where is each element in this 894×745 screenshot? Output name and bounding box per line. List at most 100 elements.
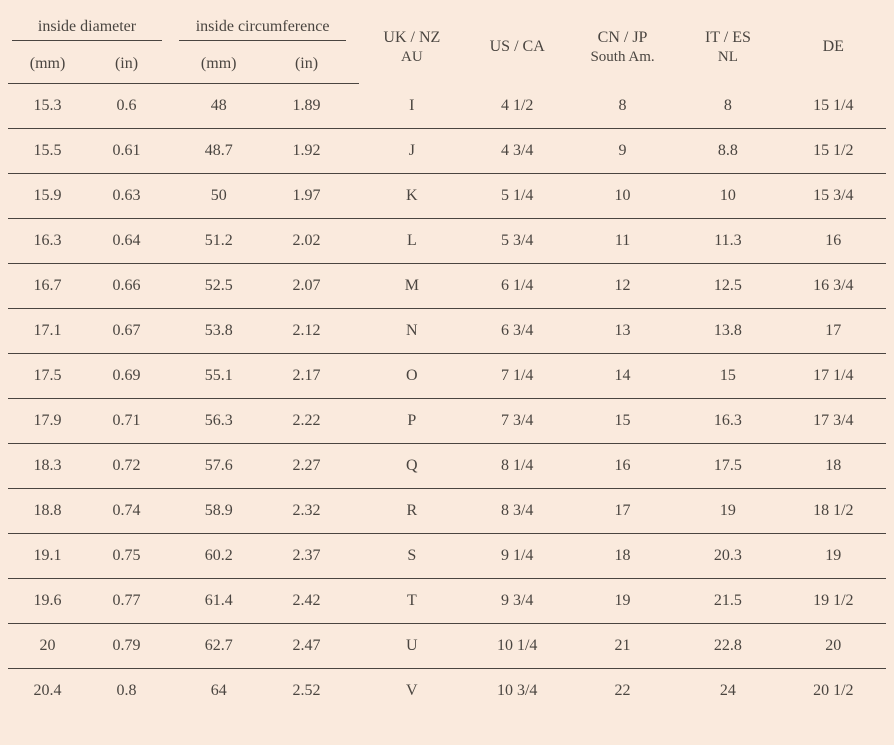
cell-cir-in: 1.89 (263, 84, 351, 129)
cell-cn: 13 (570, 309, 675, 354)
table-row: 17.50.6955.12.17O7 1/4141517 1/4 (8, 354, 886, 399)
cell-de: 15 1/4 (781, 84, 886, 129)
cell-cir-mm: 55.1 (175, 354, 263, 399)
cell-dia-mm: 17.9 (8, 399, 87, 444)
cell-uk: P (359, 399, 464, 444)
cell-it: 20.3 (675, 534, 780, 579)
cell-it: 19 (675, 489, 780, 534)
cell-cir-mm: 53.8 (175, 309, 263, 354)
cell-dia-mm: 20 (8, 624, 87, 669)
table-row: 19.60.7761.42.42T9 3/41921.519 1/2 (8, 579, 886, 624)
cell-uk: N (359, 309, 464, 354)
cell-de: 19 (781, 534, 886, 579)
cell-de: 17 3/4 (781, 399, 886, 444)
cell-cir-mm: 48.7 (175, 129, 263, 174)
cell-it: 15 (675, 354, 780, 399)
header-it: IT / ES NL (675, 12, 780, 84)
cell-cir-mm: 52.5 (175, 264, 263, 309)
header-de: DE (781, 12, 886, 84)
cell-dia-mm: 20.4 (8, 669, 87, 714)
cell-dia-mm: 15.3 (8, 84, 87, 129)
cell-cir-in: 2.02 (263, 219, 351, 264)
cell-uk: U (359, 624, 464, 669)
cell-uk: R (359, 489, 464, 534)
cell-uk: L (359, 219, 464, 264)
cell-dia-mm: 19.6 (8, 579, 87, 624)
cell-de: 20 1/2 (781, 669, 886, 714)
header-unit-cir-mm: (mm) (175, 47, 263, 84)
cell-cn: 8 (570, 84, 675, 129)
cell-us: 6 1/4 (465, 264, 570, 309)
cell-cir-mm: 62.7 (175, 624, 263, 669)
cell-us: 6 3/4 (465, 309, 570, 354)
cell-cir-in: 2.22 (263, 399, 351, 444)
cell-us: 9 1/4 (465, 534, 570, 579)
cell-uk: V (359, 669, 464, 714)
cell-it: 11.3 (675, 219, 780, 264)
cell-dia-in: 0.74 (87, 489, 166, 534)
cell-cn: 9 (570, 129, 675, 174)
cell-us: 10 1/4 (465, 624, 570, 669)
table-row: 15.50.6148.71.92J4 3/498.815 1/2 (8, 129, 886, 174)
cell-cir-in: 2.32 (263, 489, 351, 534)
cell-cir-mm: 60.2 (175, 534, 263, 579)
cell-it: 8 (675, 84, 780, 129)
cell-us: 5 1/4 (465, 174, 570, 219)
cell-cn: 14 (570, 354, 675, 399)
cell-cir-mm: 57.6 (175, 444, 263, 489)
table-row: 17.90.7156.32.22P7 3/41516.317 3/4 (8, 399, 886, 444)
cell-dia-mm: 19.1 (8, 534, 87, 579)
header-circumference-group: inside circumference (175, 12, 351, 47)
header-unit-dia-in: (in) (87, 47, 166, 84)
cell-dia-in: 0.61 (87, 129, 166, 174)
cell-de: 15 1/2 (781, 129, 886, 174)
cell-de: 17 (781, 309, 886, 354)
cell-dia-mm: 18.8 (8, 489, 87, 534)
cell-cir-mm: 50 (175, 174, 263, 219)
table-row: 19.10.7560.22.37S9 1/41820.319 (8, 534, 886, 579)
cell-uk: Q (359, 444, 464, 489)
header-unit-dia-mm: (mm) (8, 47, 87, 84)
table-row: 17.10.6753.82.12N6 3/41313.817 (8, 309, 886, 354)
cell-cir-in: 2.17 (263, 354, 351, 399)
cell-cir-in: 2.52 (263, 669, 351, 714)
cell-cir-in: 2.42 (263, 579, 351, 624)
cell-de: 18 1/2 (781, 489, 886, 534)
cell-dia-mm: 17.1 (8, 309, 87, 354)
table-row: 16.30.6451.22.02L5 3/41111.316 (8, 219, 886, 264)
cell-uk: O (359, 354, 464, 399)
cell-cir-mm: 64 (175, 669, 263, 714)
cell-de: 15 3/4 (781, 174, 886, 219)
cell-dia-in: 0.75 (87, 534, 166, 579)
cell-dia-in: 0.8 (87, 669, 166, 714)
header-diameter-group: inside diameter (8, 12, 166, 47)
cell-cir-mm: 51.2 (175, 219, 263, 264)
cell-cir-in: 1.92 (263, 129, 351, 174)
cell-cir-mm: 48 (175, 84, 263, 129)
cell-uk: I (359, 84, 464, 129)
table-row: 20.40.8642.52V10 3/4222420 1/2 (8, 669, 886, 714)
table-row: 15.30.6481.89I4 1/28815 1/4 (8, 84, 886, 129)
table-row: 16.70.6652.52.07M6 1/41212.516 3/4 (8, 264, 886, 309)
cell-us: 4 3/4 (465, 129, 570, 174)
cell-it: 12.5 (675, 264, 780, 309)
cell-cir-in: 2.47 (263, 624, 351, 669)
cell-de: 16 3/4 (781, 264, 886, 309)
table-row: 15.90.63501.97K5 1/4101015 3/4 (8, 174, 886, 219)
cell-cir-mm: 58.9 (175, 489, 263, 534)
cell-cir-in: 2.27 (263, 444, 351, 489)
cell-it: 21.5 (675, 579, 780, 624)
cell-cn: 18 (570, 534, 675, 579)
cell-cn: 15 (570, 399, 675, 444)
cell-us: 5 3/4 (465, 219, 570, 264)
header-cn: CN / JP South Am. (570, 12, 675, 84)
cell-dia-in: 0.77 (87, 579, 166, 624)
cell-uk: J (359, 129, 464, 174)
cell-dia-mm: 15.5 (8, 129, 87, 174)
cell-cir-in: 1.97 (263, 174, 351, 219)
cell-it: 10 (675, 174, 780, 219)
cell-dia-in: 0.79 (87, 624, 166, 669)
cell-dia-mm: 16.3 (8, 219, 87, 264)
table-row: 200.7962.72.47U10 1/42122.820 (8, 624, 886, 669)
cell-uk: S (359, 534, 464, 579)
